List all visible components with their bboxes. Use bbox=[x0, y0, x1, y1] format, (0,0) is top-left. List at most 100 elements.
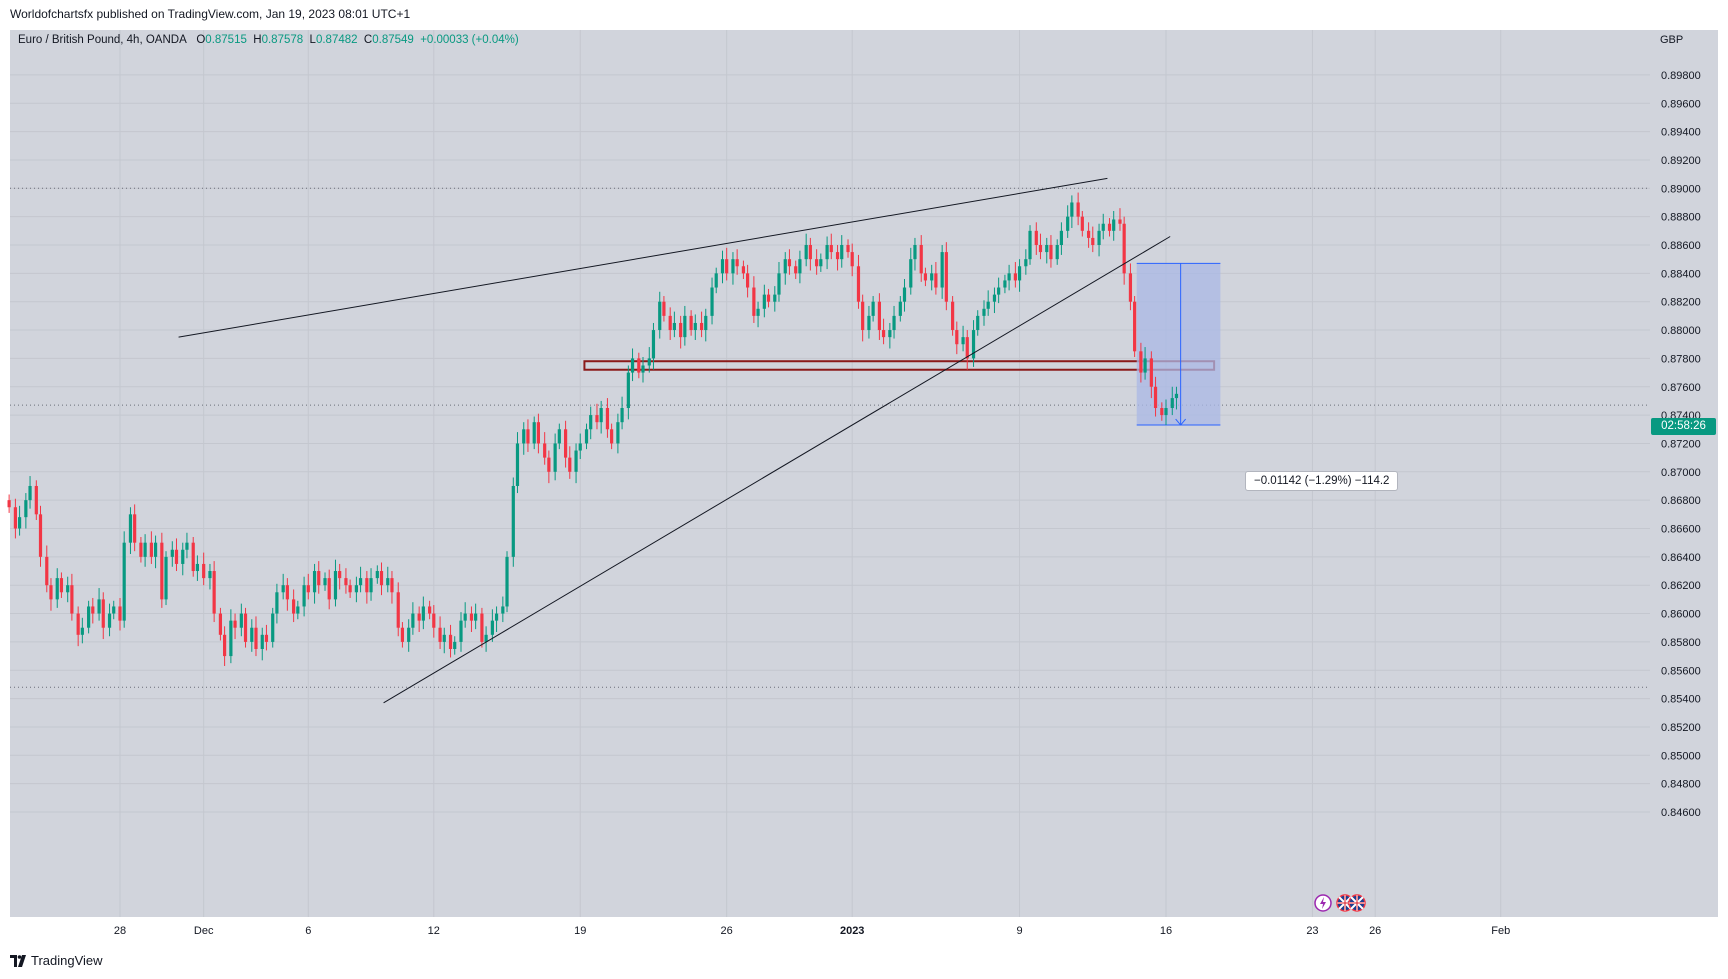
candle-body bbox=[584, 429, 589, 444]
price-tick-label: 0.89000 bbox=[1661, 183, 1701, 195]
candle-body bbox=[70, 585, 74, 614]
candle-body bbox=[965, 337, 969, 359]
candle-body bbox=[532, 422, 536, 444]
candle-body bbox=[1013, 273, 1017, 281]
candle-body bbox=[438, 627, 442, 642]
candle-body bbox=[877, 301, 881, 331]
time-tick-label: 16 bbox=[1160, 925, 1172, 937]
candle-body bbox=[888, 330, 892, 338]
candle-body bbox=[1049, 245, 1053, 260]
candle-body bbox=[647, 358, 651, 366]
time-tick-label: Feb bbox=[1491, 925, 1510, 937]
candle-body bbox=[128, 514, 133, 543]
candle-body bbox=[825, 245, 829, 260]
close-value: 0.87549 bbox=[372, 34, 414, 46]
low-value: 0.87482 bbox=[315, 34, 358, 46]
candle-body bbox=[107, 613, 112, 628]
candle-body bbox=[1170, 398, 1174, 409]
brand-name: TradingView bbox=[31, 953, 103, 968]
trendlines[interactable] bbox=[178, 177, 1171, 704]
candle-body bbox=[275, 592, 279, 614]
measure-box[interactable] bbox=[1136, 262, 1221, 426]
candle-body bbox=[637, 358, 641, 373]
candle-body bbox=[574, 450, 578, 472]
footer-brand[interactable]: TradingView bbox=[10, 953, 103, 968]
eu-flag-icon[interactable] bbox=[1348, 894, 1366, 912]
candle-body bbox=[333, 571, 338, 600]
candle-body bbox=[526, 429, 530, 444]
candle-body bbox=[689, 315, 693, 331]
candle-body bbox=[122, 542, 126, 621]
candle-body bbox=[679, 322, 683, 338]
event-icons[interactable] bbox=[1314, 894, 1366, 912]
candle-body bbox=[515, 443, 520, 486]
candle-body bbox=[233, 620, 237, 628]
price-tick-label: 0.89200 bbox=[1661, 155, 1701, 167]
candle-body bbox=[223, 634, 227, 657]
candle-body bbox=[798, 259, 802, 274]
candle-body bbox=[944, 252, 948, 302]
candle-body bbox=[1118, 219, 1122, 224]
candle-body bbox=[87, 606, 91, 628]
price-tick-label: 0.89400 bbox=[1661, 127, 1701, 139]
candle-body bbox=[741, 266, 746, 274]
candle-body bbox=[302, 585, 306, 607]
candle-body bbox=[1128, 273, 1133, 302]
price-tick-label: 0.86800 bbox=[1661, 495, 1701, 507]
candle-body bbox=[354, 585, 358, 593]
candle-body bbox=[720, 259, 725, 274]
candle-body bbox=[840, 245, 844, 260]
candle-body bbox=[934, 273, 938, 288]
candle-body bbox=[547, 457, 551, 472]
candle-body bbox=[212, 571, 216, 614]
candle-body bbox=[892, 315, 896, 331]
time-tick-label: 19 bbox=[574, 925, 586, 937]
candle-body bbox=[442, 634, 446, 642]
candle-body bbox=[976, 315, 980, 331]
candle-body bbox=[783, 259, 787, 274]
candle-body bbox=[365, 578, 369, 593]
candle-body bbox=[281, 585, 285, 593]
time-tick-label: 26 bbox=[721, 925, 733, 937]
candle-body bbox=[1101, 223, 1105, 231]
candle-body bbox=[49, 585, 53, 600]
price-tick-label: 0.88400 bbox=[1661, 268, 1701, 280]
close-label: C bbox=[363, 34, 373, 46]
candle-body bbox=[1003, 280, 1007, 288]
price-tick-label: 0.89800 bbox=[1661, 70, 1701, 82]
candle-body bbox=[794, 266, 798, 274]
candle-body bbox=[982, 308, 986, 316]
uk-flag-icon[interactable] bbox=[1336, 894, 1354, 912]
candle-body bbox=[955, 330, 959, 345]
candle-body bbox=[662, 301, 666, 316]
currency-label[interactable]: GBP bbox=[1660, 34, 1684, 46]
price-tick-label: 0.86400 bbox=[1661, 552, 1701, 564]
candle-body bbox=[710, 287, 714, 316]
candle-body bbox=[208, 571, 212, 579]
price-tick-label: 0.88600 bbox=[1661, 240, 1701, 252]
candle-body bbox=[1164, 408, 1168, 416]
time-axis[interactable]: 28 Dec 6 12 19 26 2023 9 16 23 26 Feb bbox=[114, 925, 1510, 937]
candle-body bbox=[494, 613, 499, 621]
candle-body bbox=[536, 422, 540, 444]
price-tick-label: 0.87000 bbox=[1661, 467, 1701, 479]
candle-body bbox=[396, 592, 400, 628]
candle-body bbox=[620, 408, 624, 423]
candle-body bbox=[348, 585, 352, 593]
lightning-icon[interactable] bbox=[1314, 894, 1332, 912]
candle-body bbox=[17, 517, 22, 529]
candle-body bbox=[725, 259, 729, 274]
symbol-name[interactable]: Euro / British Pound, 4h, OANDA bbox=[18, 34, 187, 46]
candle-body bbox=[746, 273, 750, 288]
candle-body bbox=[815, 259, 819, 267]
candle-body bbox=[595, 415, 599, 423]
price-axis[interactable]: 0.84600 0.84800 0.85000 0.85200 0.85400 0.856… bbox=[1661, 70, 1701, 819]
chart-panel[interactable] bbox=[10, 30, 1718, 917]
resistance-zone[interactable] bbox=[583, 360, 1216, 371]
candle-body bbox=[1149, 358, 1153, 387]
published-caption: Worldofchartsfx published on TradingView… bbox=[10, 7, 411, 21]
candle-body bbox=[505, 556, 509, 607]
candle-body bbox=[501, 606, 505, 614]
candle-body bbox=[118, 606, 122, 621]
